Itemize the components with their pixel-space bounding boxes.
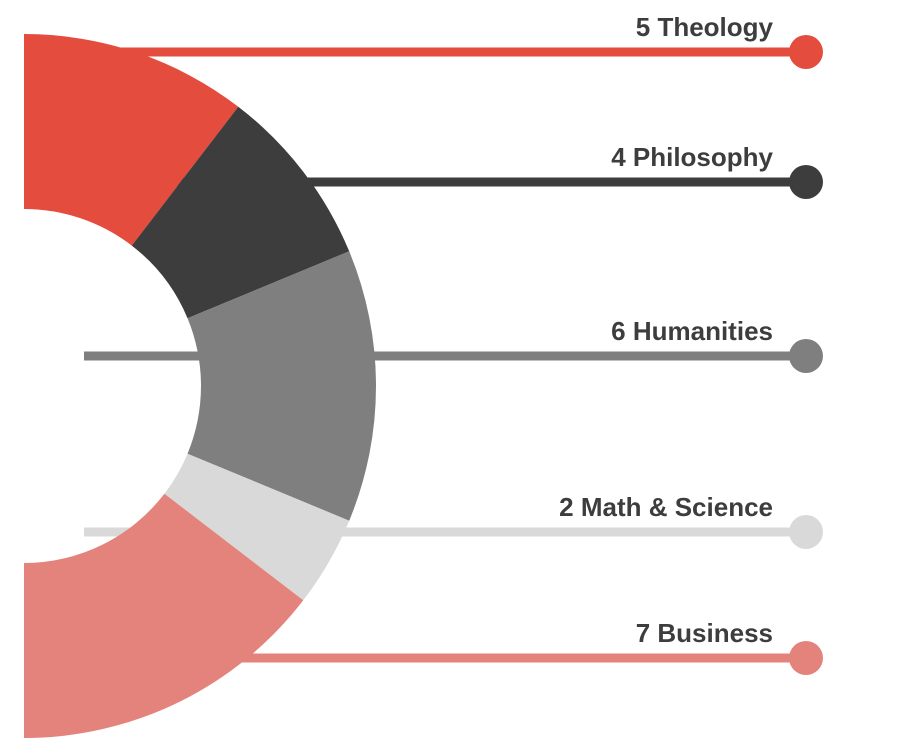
slice-humanities [187, 251, 376, 521]
label-business: 7 Business [636, 618, 773, 648]
leader-dot-philosophy [789, 165, 823, 199]
label-value-theology: 5 [636, 12, 658, 42]
label-value-philosophy: 4 [611, 142, 633, 172]
label-value-business: 7 [636, 618, 658, 648]
slice-labels: 5 Theology 4 Philosophy 6 Humanities 2 Math… [559, 12, 773, 648]
slice-math-science [164, 453, 350, 601]
label-value-humanities: 6 [611, 316, 633, 346]
leader-dot-humanities [789, 339, 823, 373]
slice-philosophy [131, 106, 350, 319]
slice-theology [24, 34, 239, 246]
label-text-math-science: Math & Science [581, 492, 773, 522]
label-text-business: Business [657, 618, 773, 648]
label-value-math-science: 2 [559, 492, 581, 522]
label-theology: 5 Theology [636, 12, 774, 42]
donut-slices [24, 34, 376, 738]
leader-dot-math-science [789, 515, 823, 549]
slice-business [24, 493, 304, 738]
label-philosophy: 4 Philosophy [611, 142, 773, 172]
label-humanities: 6 Humanities [611, 316, 773, 346]
label-text-theology: Theology [657, 12, 773, 42]
leader-dot-theology [789, 35, 823, 69]
label-text-humanities: Humanities [633, 316, 773, 346]
label-math-science: 2 Math & Science [559, 492, 773, 522]
leader-dot-business [789, 641, 823, 675]
label-text-philosophy: Philosophy [633, 142, 774, 172]
